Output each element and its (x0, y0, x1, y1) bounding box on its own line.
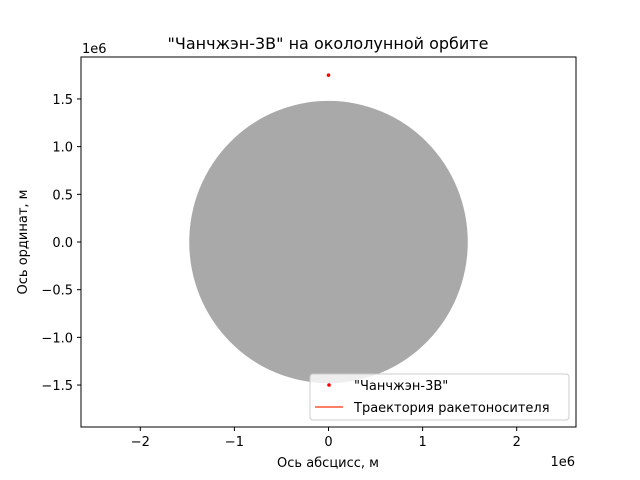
x-tick-label-3: 1 (418, 435, 426, 450)
axes-frame (80, 56, 577, 428)
plot-area (189, 73, 468, 384)
x-offset-text: 1e6 (550, 455, 575, 470)
y-tick-label-5: 1.0 (52, 141, 73, 156)
legend-label-changzheng: "Чанчжэн-3В" (354, 379, 448, 394)
legend: "Чанчжэн-3В" Траектория ракетоносителя (309, 373, 570, 421)
x-tick-label-0: −2 (131, 435, 150, 450)
legend-label-trajectory: Траектория ракетоносителя (353, 401, 550, 416)
x-axis-label: Ось абсцисс, м (277, 456, 379, 471)
moon-disc (189, 100, 468, 384)
y-tick-label-6: 1.5 (52, 93, 73, 108)
axis-ticks: −2 −1 0 1 2 −1.5 −1.0 −0.5 0.0 0.5 1.0 1.5 (41, 93, 520, 450)
chart-title: "Чанчжэн-3В" на окололунной орбите (168, 34, 489, 53)
y-tick-label-0: −1.5 (41, 379, 73, 394)
data-point-0-0 (326, 73, 331, 77)
y-axis-label: Ось ординат, м (16, 190, 31, 295)
y-offset-text: 1e6 (82, 42, 107, 57)
x-tick-label-4: 2 (513, 435, 521, 450)
legend-marker-changzheng (327, 383, 331, 387)
x-tick-label-1: −1 (225, 435, 244, 450)
y-tick-label-2: −0.5 (41, 284, 73, 299)
legend-box (309, 373, 570, 421)
x-tick-label-2: 0 (324, 435, 332, 450)
y-tick-label-3: 0.0 (52, 236, 73, 251)
y-tick-label-4: 0.5 (52, 188, 73, 203)
y-tick-label-1: −1.0 (41, 331, 73, 346)
